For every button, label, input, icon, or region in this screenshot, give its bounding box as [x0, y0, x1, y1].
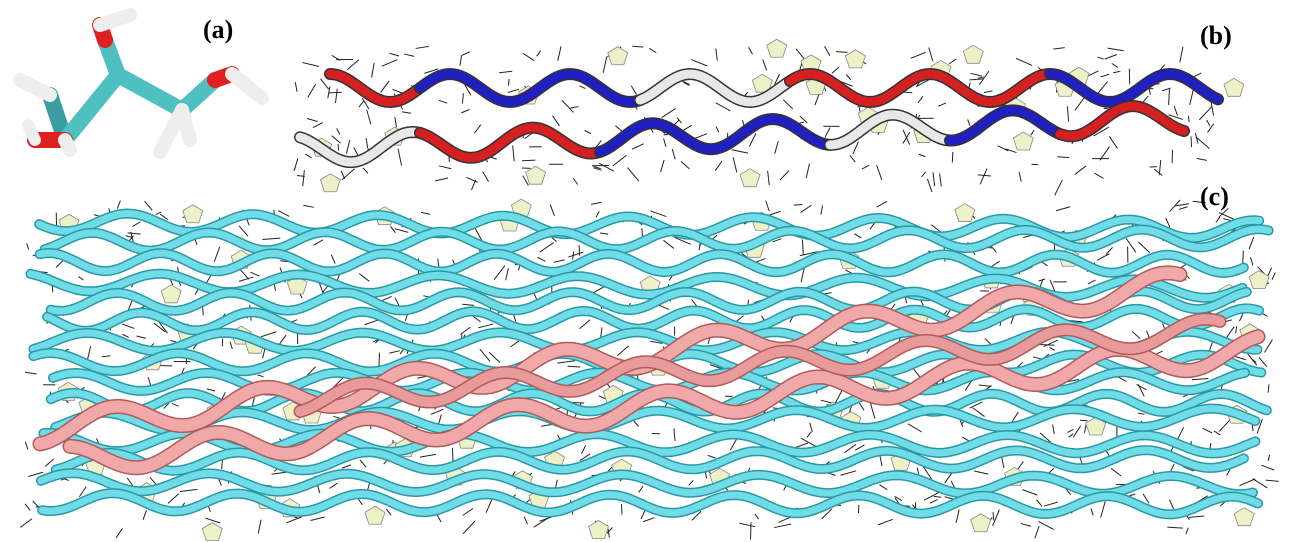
bond-line: [794, 205, 803, 206]
bond-line: [338, 144, 339, 151]
panel-label: (a): [203, 15, 233, 44]
bond-line: [508, 79, 509, 86]
bond-line: [579, 245, 580, 256]
panel-label: (b): [1200, 21, 1232, 50]
bond-line: [1243, 251, 1244, 265]
bond-line: [621, 504, 622, 515]
bond-line: [522, 160, 535, 161]
panel-label: (c): [1200, 182, 1229, 211]
bond-line: [632, 46, 643, 47]
bond-line: [329, 92, 342, 93]
figure: (a) (b) (c): [0, 0, 1289, 542]
bond-line: [952, 152, 953, 162]
bond-line: [642, 228, 643, 236]
page: (a) (b) (c) (() => { const data = JSON.p…: [0, 0, 1289, 542]
bond-line: [203, 307, 204, 316]
